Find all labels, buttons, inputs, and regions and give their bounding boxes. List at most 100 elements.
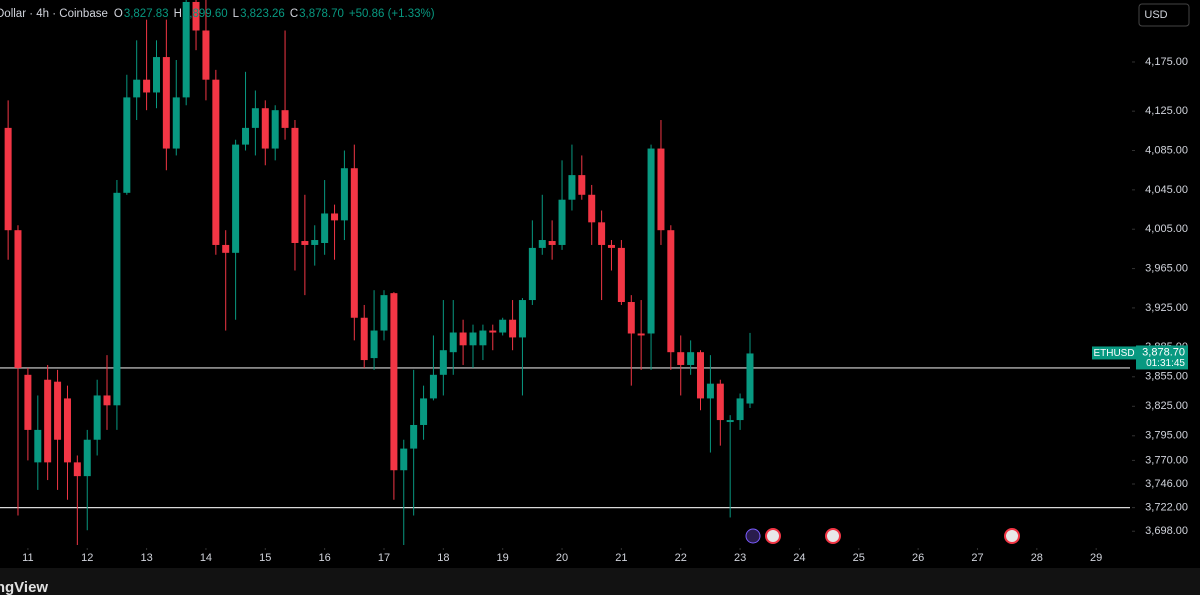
- candle-body: [588, 194, 596, 223]
- ohlc-key: H: [174, 8, 182, 20]
- candle-body: [449, 332, 457, 353]
- candle-body: [34, 429, 42, 463]
- x-tick-label: 14: [200, 552, 212, 564]
- x-tick-label: 16: [319, 552, 331, 564]
- y-tick-label: 3,855.00: [1145, 371, 1188, 383]
- candle-body: [242, 127, 250, 145]
- y-tick-label: 3,746.00: [1145, 478, 1188, 490]
- event-icon[interactable]: [765, 528, 781, 544]
- candle-body: [469, 332, 477, 346]
- x-tick-label: 29: [1090, 552, 1102, 564]
- footer-bar: [0, 568, 1200, 595]
- y-tick-label: 4,045.00: [1145, 184, 1188, 196]
- y-tick-label: 4,085.00: [1145, 144, 1188, 156]
- x-tick-label: 26: [912, 552, 924, 564]
- candle-body: [321, 213, 329, 243]
- candle-body: [113, 192, 121, 406]
- candle-body: [340, 168, 348, 221]
- y-tick-label: 3,965.00: [1145, 262, 1188, 274]
- x-tick-label: 21: [615, 552, 627, 564]
- ohlc-value: 3,823.26: [240, 8, 285, 20]
- candle-body: [222, 244, 230, 253]
- candle-body: [696, 352, 704, 399]
- candle-body: [657, 148, 665, 231]
- x-tick-label: 20: [556, 552, 568, 564]
- candle-body: [44, 379, 52, 463]
- last-price-tag: [1136, 345, 1188, 370]
- candle-body: [746, 353, 754, 404]
- candle-body: [489, 330, 497, 333]
- candle-body: [518, 300, 526, 338]
- candle-body: [162, 57, 170, 149]
- watermark: TradingView: [0, 579, 48, 595]
- candle-body: [93, 395, 101, 440]
- candle-body: [261, 108, 269, 149]
- x-tick-label: 22: [675, 552, 687, 564]
- candle-body: [459, 332, 467, 346]
- candle-body: [123, 97, 131, 193]
- candle-body: [647, 148, 655, 334]
- y-tick-label: 4,125.00: [1145, 105, 1188, 117]
- candle-body: [538, 240, 546, 248]
- currency-button[interactable]: [1138, 3, 1190, 27]
- ohlc-key: C: [290, 8, 298, 20]
- candle-body: [479, 330, 487, 346]
- y-tick-label: 3,795.00: [1145, 430, 1188, 442]
- candle-body: [103, 395, 111, 406]
- y-tick-label: 3,825.00: [1145, 400, 1188, 412]
- candle-body: [509, 319, 517, 338]
- candle-body: [420, 398, 428, 425]
- candle-body: [687, 352, 695, 365]
- x-tick-label: 17: [378, 552, 390, 564]
- x-tick-label: 24: [793, 552, 805, 564]
- candle-body: [548, 241, 556, 245]
- x-tick-label: 11: [22, 552, 33, 564]
- candle-body: [528, 247, 536, 301]
- candle-body: [172, 97, 180, 149]
- currency-label[interactable]: USD: [1144, 9, 1167, 21]
- candle-body: [133, 79, 141, 98]
- ohlc-key: L: [233, 8, 240, 20]
- candle-body: [637, 333, 645, 336]
- event-icon[interactable]: [825, 528, 841, 544]
- event-icon[interactable]: [745, 528, 761, 544]
- candle-body: [271, 110, 279, 149]
- candle-body: [726, 420, 734, 423]
- event-icon[interactable]: [1004, 528, 1020, 544]
- candle-body: [627, 302, 635, 334]
- candle-body: [607, 244, 615, 248]
- candle-body: [716, 383, 724, 421]
- x-tick-label: 28: [1031, 552, 1043, 564]
- last-price-label: 3,878.70: [1142, 346, 1185, 358]
- candle-body: [400, 448, 408, 471]
- candle-body: [568, 175, 576, 200]
- candle-body: [24, 374, 32, 430]
- y-tick-label: 4,005.00: [1145, 223, 1188, 235]
- candle-body: [83, 439, 91, 477]
- ohlc-value: 3,878.70: [299, 8, 344, 20]
- ohlc-value: 3,827.83: [124, 8, 169, 20]
- header: Dollar · 4h · Coinbase: [0, 8, 108, 20]
- candle-body: [202, 30, 210, 80]
- ticker-label: ETHUSD: [1093, 348, 1134, 359]
- candle-body: [212, 79, 220, 245]
- candle-body: [439, 350, 447, 375]
- candle-body: [677, 352, 685, 365]
- plot-area: [0, 0, 1130, 545]
- candle-body: [311, 240, 319, 245]
- candle-body: [736, 398, 744, 421]
- x-tick-label: 15: [259, 552, 271, 564]
- x-tick-label: 23: [734, 552, 746, 564]
- candle-body: [63, 398, 71, 463]
- x-tick-label: 12: [81, 552, 93, 564]
- candle-body: [380, 295, 388, 331]
- x-tick-label: 13: [140, 552, 152, 564]
- y-tick-label: 4,175.00: [1145, 56, 1188, 68]
- countdown-label: 01:31:45: [1146, 358, 1185, 369]
- candle-body: [667, 230, 675, 353]
- candle-body: [390, 293, 398, 471]
- candle-body: [182, 1, 190, 98]
- price-change: +50.86 (+1.33%): [349, 8, 435, 20]
